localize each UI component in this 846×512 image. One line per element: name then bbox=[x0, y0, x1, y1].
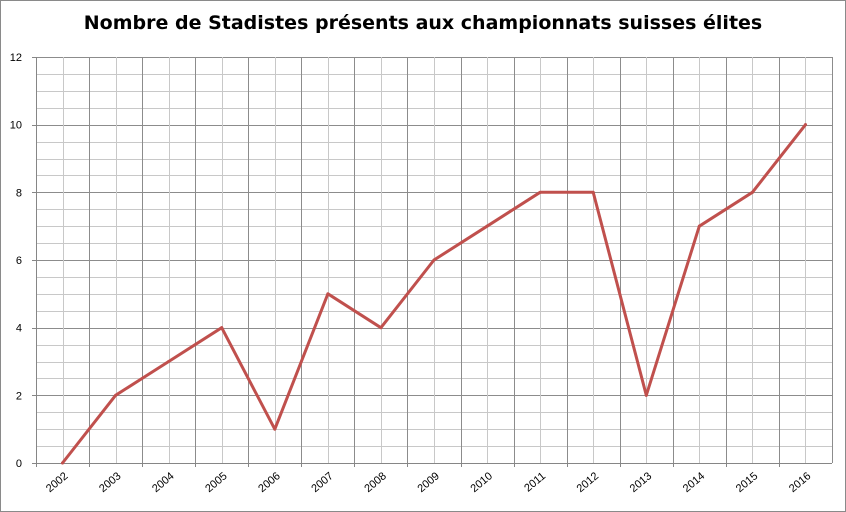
data-point bbox=[326, 292, 330, 296]
x-tick-label: 2013 bbox=[628, 470, 654, 495]
y-tick-label: 2 bbox=[16, 390, 22, 402]
x-tick-label: 2004 bbox=[150, 470, 176, 495]
data-point bbox=[220, 326, 224, 330]
axes bbox=[36, 57, 832, 464]
x-axis-ticks: 2002 2003 2004 2005 2006 2007 2008 2009 2010 2011… bbox=[36, 463, 813, 495]
y-tick-label: 12 bbox=[10, 52, 22, 64]
data-point bbox=[538, 190, 542, 194]
x-tick-label: 2002 bbox=[44, 470, 70, 495]
x-tick-label: 2016 bbox=[787, 470, 813, 495]
series-layer bbox=[61, 123, 807, 465]
x-tick-label: 2010 bbox=[469, 470, 495, 495]
data-point bbox=[167, 360, 171, 363]
chart-title: Nombre de Stadistes présents aux champio… bbox=[83, 12, 763, 34]
data-point bbox=[591, 190, 595, 194]
x-tick-label: 2003 bbox=[97, 470, 123, 495]
x-tick-label: 2006 bbox=[256, 470, 282, 495]
x-tick-label: 2005 bbox=[203, 470, 229, 495]
data-point bbox=[379, 326, 383, 330]
x-tick-label: 2014 bbox=[681, 470, 707, 495]
y-tick-label: 4 bbox=[16, 323, 22, 335]
data-point bbox=[697, 224, 701, 228]
x-tick-label: 2008 bbox=[362, 470, 388, 495]
data-point bbox=[644, 393, 648, 397]
data-point bbox=[750, 190, 754, 194]
y-axis-ticks: 0 2 4 6 8 10 12 bbox=[10, 52, 36, 470]
x-tick-label: 2009 bbox=[415, 470, 441, 495]
data-point bbox=[432, 258, 436, 262]
y-tick-label: 0 bbox=[16, 458, 22, 470]
data-point bbox=[273, 427, 277, 431]
x-tick-label: 2012 bbox=[575, 470, 601, 495]
y-tick-label: 8 bbox=[16, 187, 22, 199]
data-point bbox=[114, 393, 118, 397]
x-tick-label: 2015 bbox=[734, 470, 760, 495]
x-tick-label: 2007 bbox=[309, 470, 335, 495]
y-tick-label: 6 bbox=[16, 255, 22, 267]
x-tick-label: 2011 bbox=[522, 470, 548, 494]
data-point bbox=[485, 224, 489, 228]
data-point bbox=[803, 123, 807, 127]
y-tick-label: 10 bbox=[10, 120, 22, 132]
grid-lines bbox=[36, 57, 833, 464]
data-point bbox=[61, 461, 65, 465]
